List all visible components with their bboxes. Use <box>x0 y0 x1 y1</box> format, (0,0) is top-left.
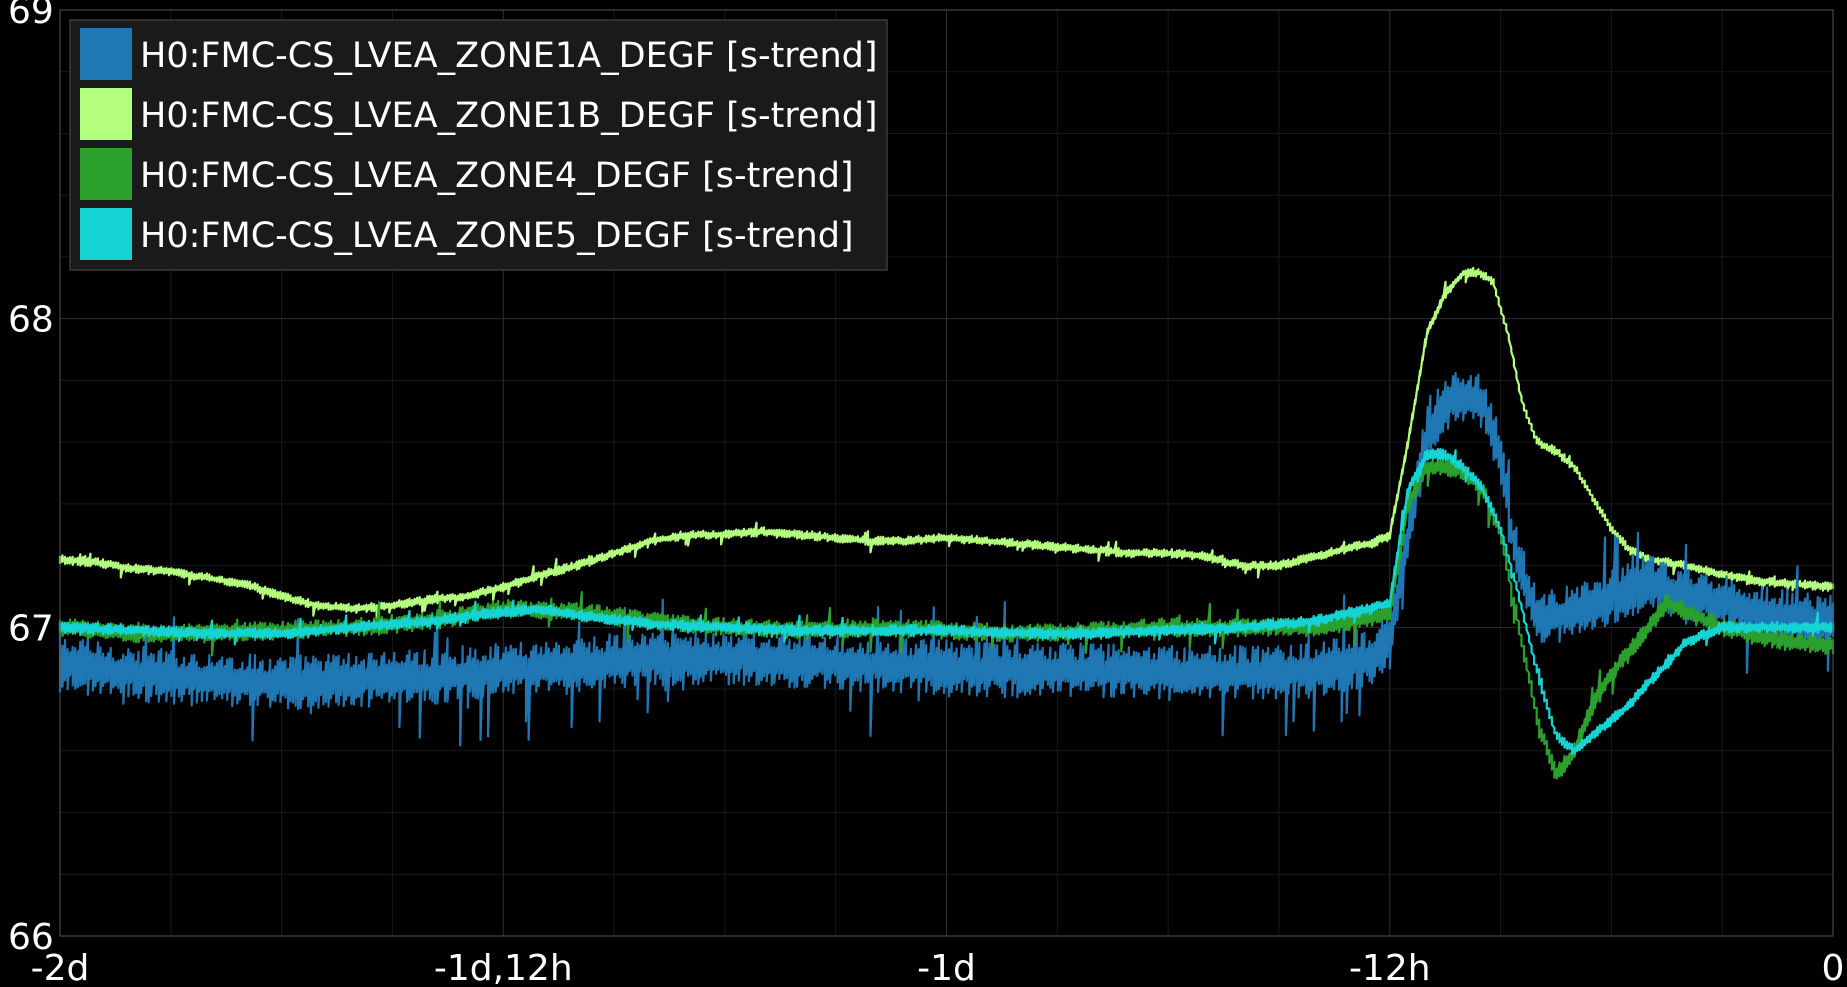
series-layer <box>58 266 1835 780</box>
legend-swatch <box>80 28 132 80</box>
x-tick-label: -1d,12h <box>434 948 573 987</box>
series-line <box>58 266 1835 620</box>
x-tick-label: -2d <box>31 948 90 987</box>
legend-box <box>69 19 888 271</box>
plot-frame <box>59 9 1834 937</box>
y-tick-label: 69 <box>8 0 54 32</box>
legend-label: H0:FMC-CS_LVEA_ZONE1B_DEGF [s-trend] <box>140 96 878 136</box>
y-tick-label: 67 <box>8 608 54 649</box>
x-axis-ticks: -2d -1d,12h -1d -12h 0 <box>31 948 1845 987</box>
legend-label: H0:FMC-CS_LVEA_ZONE5_DEGF [s-trend] <box>140 216 854 256</box>
y-axis-ticks: 69 68 67 66 <box>8 0 54 958</box>
legend: H0:FMC-CS_LVEA_ZONE1A_DEGF [s-trend] H0:F… <box>69 19 888 271</box>
x-tick-label: -12h <box>1349 948 1431 987</box>
x-tick-label: -1d <box>917 948 976 987</box>
legend-swatch <box>80 88 132 140</box>
legend-label: H0:FMC-CS_LVEA_ZONE4_DEGF [s-trend] <box>140 156 854 196</box>
y-tick-label: 66 <box>8 917 54 958</box>
legend-swatch <box>80 148 132 200</box>
legend-swatch <box>80 208 132 260</box>
series-line <box>58 372 1835 747</box>
x-tick-label: 0 <box>1822 948 1845 987</box>
series-line <box>58 447 1835 755</box>
y-tick-label: 68 <box>8 300 54 341</box>
legend-label: H0:FMC-CS_LVEA_ZONE1A_DEGF [s-trend] <box>140 36 878 76</box>
